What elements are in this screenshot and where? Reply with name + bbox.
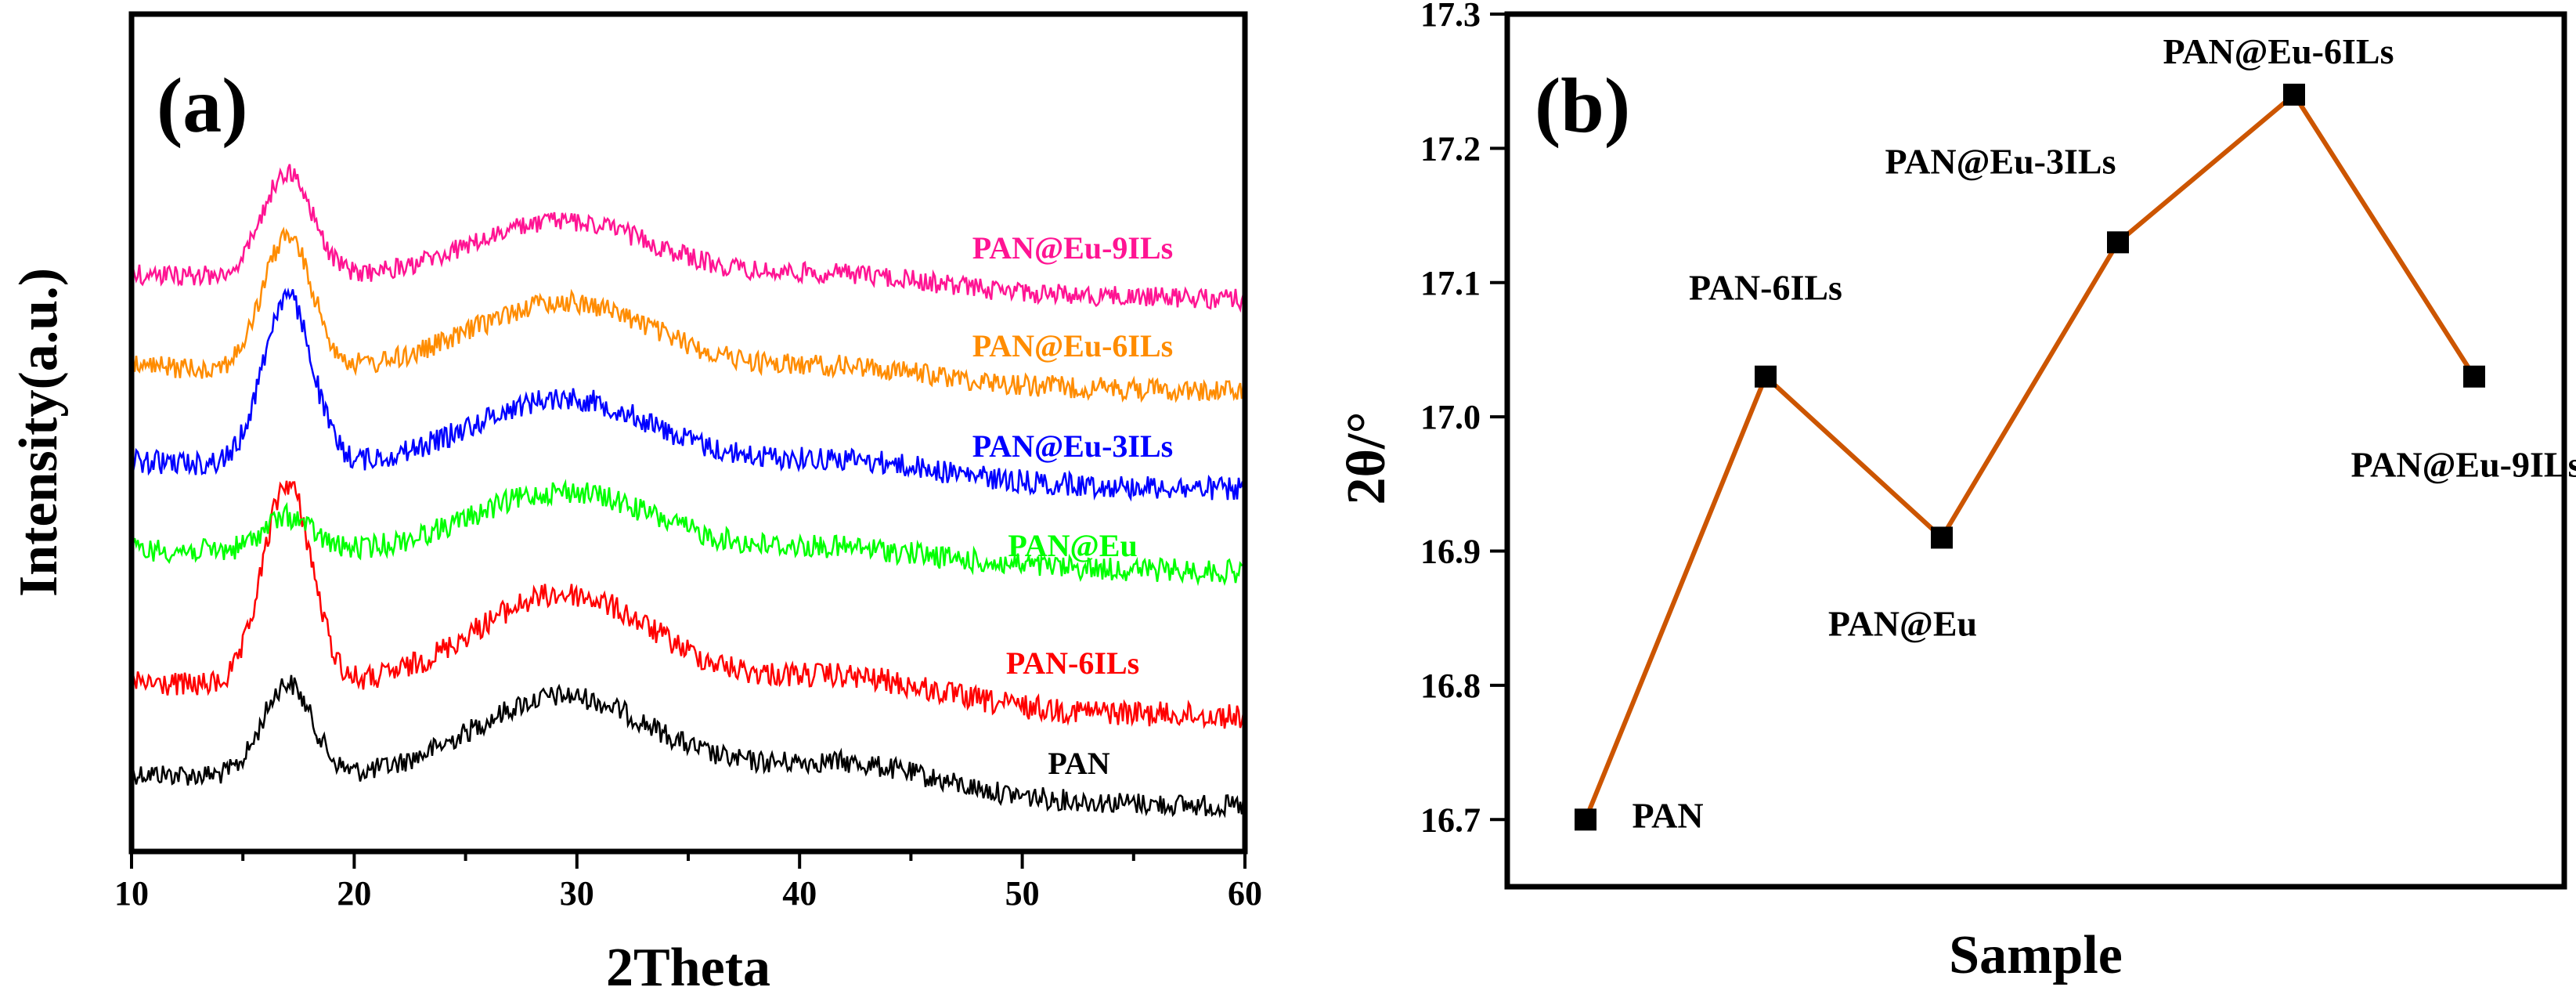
data-point-PAN-6ILs: [1755, 365, 1777, 388]
series-PAN: [130, 674, 1247, 819]
y-tick-label: 16.9: [1420, 533, 1481, 571]
data-point-PAN: [1575, 808, 1596, 831]
series-PAN@Eu-9ILs: [130, 164, 1246, 313]
y-tick-label: 16.8: [1420, 667, 1481, 705]
trace-label: PAN@Eu-3ILs: [972, 428, 1174, 464]
y-tick-label: 16.7: [1420, 801, 1481, 839]
x-tick-label: 50: [1005, 874, 1040, 913]
point-label: PAN@Eu-6ILs: [2163, 31, 2394, 71]
panel-a-label: (a): [157, 62, 248, 149]
panel-a-trace-labels: PAN PAN-6ILs PAN@Eu PAN@Eu-3ILs PAN@Eu-6ILs P…: [972, 230, 1174, 781]
series-PAN-6ILs: [130, 480, 1247, 729]
point-label: PAN@Eu-9ILs: [2351, 445, 2576, 485]
point-label: PAN: [1632, 795, 1703, 835]
point-label: PAN@Eu-3ILs: [1885, 141, 2116, 181]
x-tick-label: 30: [560, 874, 594, 913]
panel-a-traces: [130, 164, 1247, 819]
trace-label: PAN-6ILs: [1006, 645, 1139, 681]
data-point-PAN@Eu-9ILs: [2463, 365, 2485, 388]
panel-a-y-axis-title: Intensity(a.u.): [9, 268, 69, 597]
x-tick-label: 60: [1228, 874, 1262, 913]
trace-label: PAN@Eu-6ILs: [972, 328, 1174, 363]
series-PAN@Eu-3ILs: [130, 287, 1247, 502]
trace-label: PAN: [1048, 746, 1109, 781]
panel-a-x-axis-title: 2Theta: [606, 938, 770, 998]
x-tick-label: 20: [337, 874, 371, 913]
data-point-PAN@Eu-6ILs: [2283, 83, 2305, 106]
panel-a-x-ticks: 10 20 30 40 50 60: [114, 851, 1262, 913]
y-tick-label: 17.1: [1420, 264, 1481, 302]
y-tick-label: 17.0: [1420, 398, 1481, 436]
panel-b-series-line: [1583, 91, 2477, 821]
trace-label: PAN@Eu: [1008, 528, 1137, 563]
x-tick-label: 40: [782, 874, 817, 913]
panel-b-point-labels: PAN PAN-6ILs PAN@Eu PAN@Eu-3ILs PAN@Eu-6ILs P…: [1632, 31, 2576, 835]
series-PAN@Eu-6ILs: [131, 226, 1247, 403]
panel-b-frame: [1504, 11, 2567, 890]
point-label: PAN-6ILs: [1689, 268, 1842, 308]
panel-a: 10 20 30 40 50 60 PAN PAN-6ILs PAN@Eu PAN@Eu-3IL…: [9, 11, 1262, 998]
point-label: PAN@Eu: [1828, 603, 1977, 643]
panel-b-label: (b): [1535, 62, 1630, 149]
y-tick-label: 17.3: [1420, 0, 1481, 34]
panel-b-y-axis-title: 2θ/°: [1337, 412, 1397, 505]
panel-b-x-axis-title: Sample: [1949, 925, 2123, 985]
series-PAN@Eu: [130, 479, 1246, 587]
panel-b-y-ticks: 16.7 16.8 16.9 17.0 17.1 17.2 17.3: [1420, 0, 1507, 839]
panel-b: 16.7 16.8 16.9 17.0 17.1 17.2 17.3 PAN PAN-6ILs…: [1337, 0, 2576, 985]
data-point-PAN@Eu-3ILs: [2107, 231, 2129, 254]
y-tick-label: 17.2: [1420, 129, 1481, 168]
data-point-PAN@Eu: [1931, 526, 1953, 549]
panel-b-points: [1575, 83, 2485, 831]
x-tick-label: 10: [114, 874, 149, 913]
trace-label: PAN@Eu-9ILs: [972, 230, 1174, 266]
